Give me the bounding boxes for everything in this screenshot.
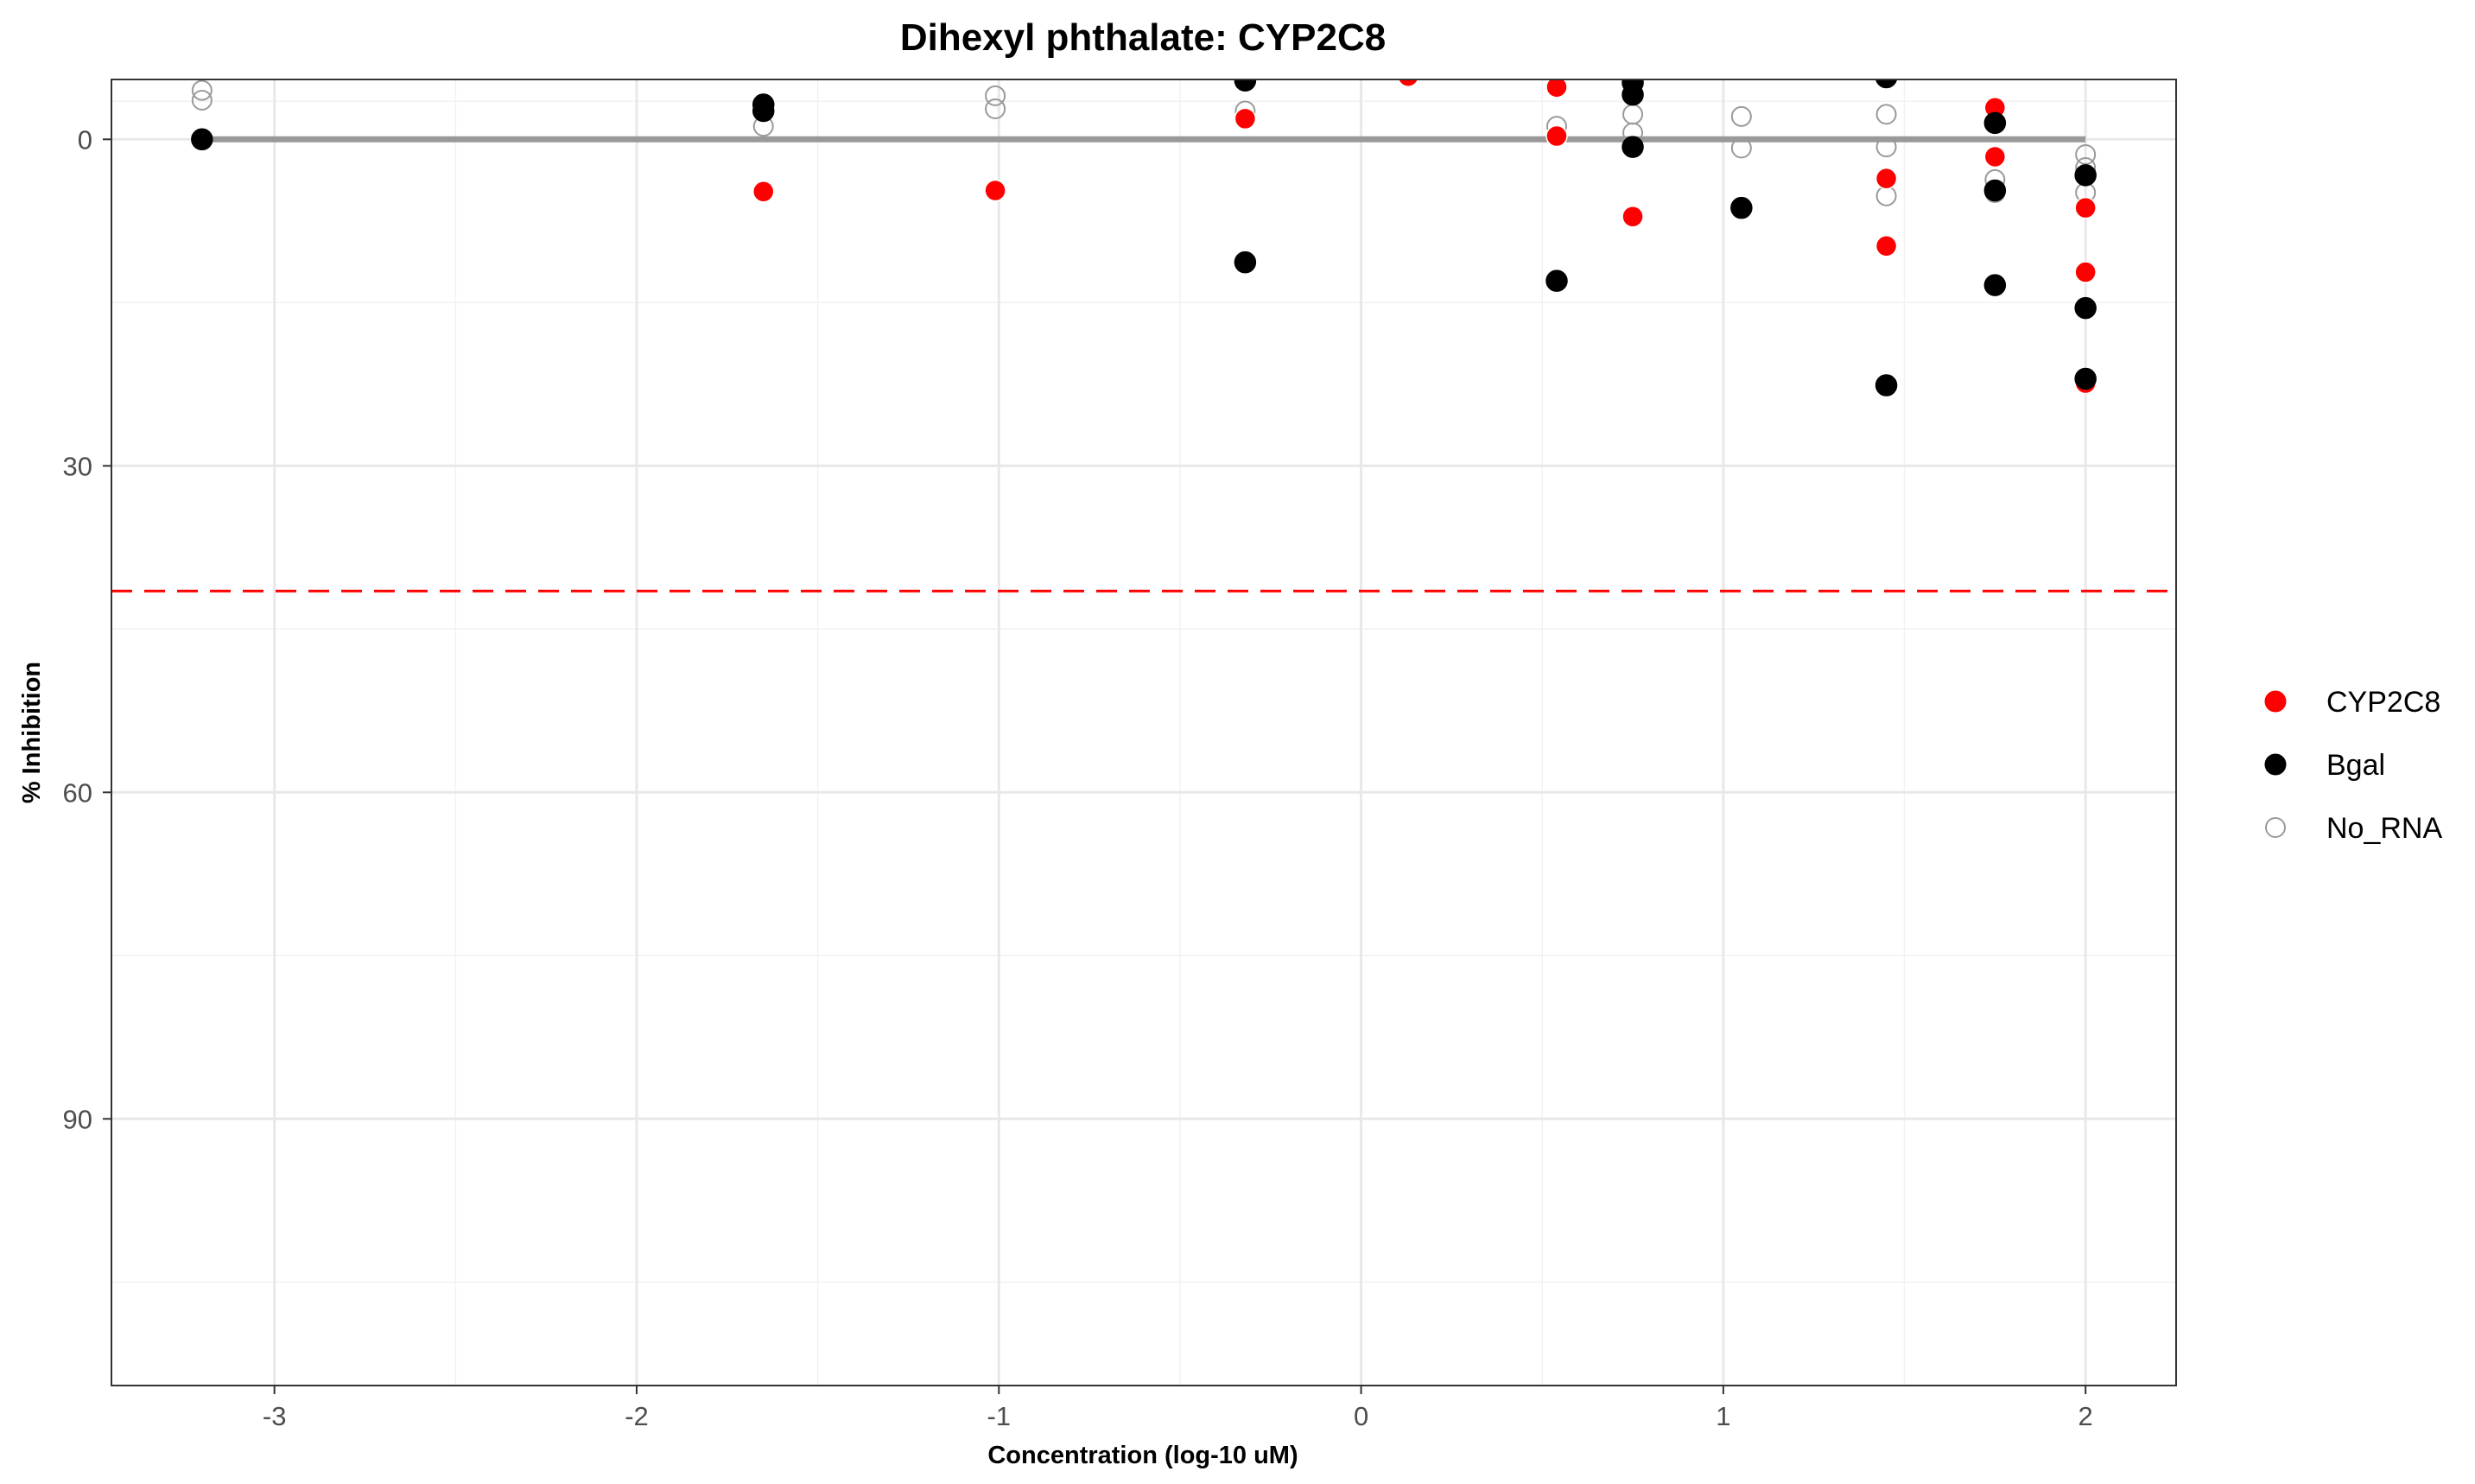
data-point-cyp2c8	[1875, 235, 1898, 257]
data-point-cyp2c8	[1234, 107, 1257, 130]
x-tick-label: -3	[263, 1401, 287, 1431]
data-point-cyp2c8	[752, 181, 775, 203]
data-point-bgal	[752, 99, 775, 123]
y-axis-title: % Inhibition	[18, 662, 46, 803]
data-point-bgal	[2074, 296, 2097, 320]
y-tick-label: 0	[78, 124, 92, 155]
data-point-no-rna	[1730, 137, 1752, 159]
data-point-no-rna	[2075, 143, 2097, 165]
data-point-bgal	[1983, 179, 2007, 202]
legend-label-bgal: Bgal	[2326, 749, 2385, 782]
data-point-cyp2c8	[1545, 79, 1568, 98]
data-point-cyp2c8	[2074, 196, 2097, 219]
x-tick-label: 1	[1716, 1401, 1730, 1431]
data-point-cyp2c8	[984, 179, 1006, 202]
data-point-bgal	[1730, 196, 1753, 219]
axis-ticks: -3 -2 -1 0 1 2 0 30 60 90	[63, 124, 2093, 1431]
data-point-bgal	[1545, 270, 1568, 292]
data-point-no-rna	[985, 85, 1006, 106]
data-point-bgal	[1234, 79, 1257, 92]
data-point-no-rna	[985, 98, 1006, 120]
plot-panel-border	[111, 79, 2177, 1386]
data-point-no-rna	[1622, 104, 1644, 125]
data-point-bgal	[1621, 83, 1644, 106]
data-point-bgal	[1621, 136, 1644, 158]
x-tick-label: -1	[987, 1401, 1011, 1431]
x-tick-label: -2	[625, 1401, 649, 1431]
y-tick-label: 60	[63, 777, 92, 808]
data-point-no-rna	[1875, 104, 1897, 125]
data-point-no-rna	[1875, 136, 1897, 158]
data-point-cyp2c8	[1983, 145, 2007, 168]
legend: CYP2C8 Bgal No_RNA	[2264, 686, 2442, 845]
reference-lines	[111, 136, 2176, 593]
x-tick-label: 0	[1354, 1401, 1368, 1431]
data-point-cyp2c8	[2074, 261, 2097, 283]
data-point-bgal	[1983, 274, 2007, 296]
data-point-bgal	[2074, 367, 2097, 390]
data-point-bgal	[1875, 374, 1898, 396]
legend-label-no-rna: No_RNA	[2326, 812, 2442, 845]
y-tick-label: 30	[63, 451, 92, 481]
x-axis-title: Concentration (log-10 uM)	[987, 1442, 1298, 1469]
data-point-bgal	[191, 128, 213, 151]
legend-key-cyp2c8	[2264, 690, 2287, 713]
data-point-no-rna	[1730, 105, 1752, 127]
data-point-bgal	[2074, 164, 2097, 187]
data-point-no-rna	[191, 89, 213, 111]
legend-key-no-rna	[2265, 817, 2286, 838]
data-point-cyp2c8	[1545, 124, 1568, 148]
data-point-cyp2c8	[1875, 167, 1898, 190]
data-point-no-rna	[191, 79, 213, 101]
y-tick-label: 90	[63, 1104, 92, 1134]
data-point-bgal	[1983, 111, 2007, 135]
chart-title: Dihexyl phthalate: CYP2C8	[900, 16, 1386, 59]
data-point-bgal	[1234, 251, 1257, 274]
legend-label-cyp2c8: CYP2C8	[2326, 686, 2440, 719]
data-point-bgal	[1875, 79, 1898, 89]
data-points	[191, 79, 2097, 396]
x-tick-label: 2	[2078, 1401, 2093, 1431]
legend-key-bgal	[2264, 753, 2287, 776]
data-point-cyp2c8	[1621, 206, 1644, 228]
data-point-cyp2c8	[1397, 79, 1419, 87]
